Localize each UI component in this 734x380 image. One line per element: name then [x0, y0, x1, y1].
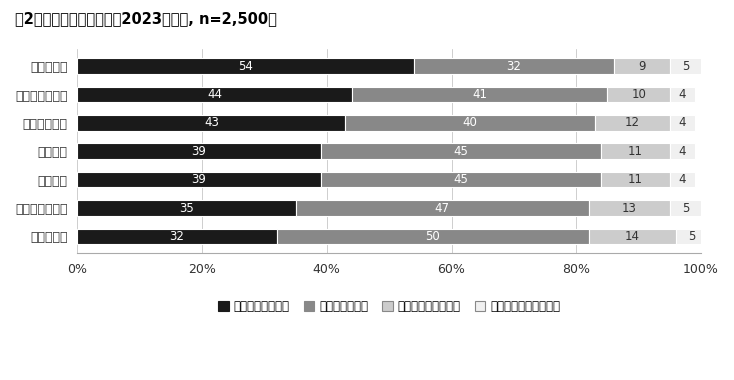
Text: 4: 4 [679, 116, 686, 130]
Bar [77, 200, 296, 216]
Text: 43: 43 [204, 116, 219, 130]
Text: 44: 44 [207, 88, 222, 101]
Text: 32: 32 [506, 60, 521, 73]
Bar [608, 87, 670, 102]
Text: 32: 32 [170, 230, 184, 243]
Text: 11: 11 [628, 173, 643, 186]
Bar [589, 228, 676, 244]
Bar [77, 87, 352, 102]
Bar [296, 200, 589, 216]
Bar [414, 59, 614, 74]
Bar [321, 144, 601, 159]
Bar [670, 200, 701, 216]
Bar [614, 59, 670, 74]
Bar [670, 87, 695, 102]
Bar [277, 228, 589, 244]
Bar [321, 172, 601, 187]
Text: 45: 45 [454, 145, 468, 158]
Text: 13: 13 [622, 201, 637, 214]
Bar [77, 59, 414, 74]
Bar [676, 228, 708, 244]
Text: 5: 5 [682, 60, 689, 73]
Text: 12: 12 [625, 116, 640, 130]
Text: 50: 50 [426, 230, 440, 243]
Bar [595, 115, 670, 131]
Bar [670, 59, 701, 74]
Bar [670, 115, 695, 131]
Text: 39: 39 [192, 145, 206, 158]
Text: 4: 4 [679, 145, 686, 158]
Text: 4: 4 [679, 173, 686, 186]
Text: 図2　環境問題の重大性（2023年調査, n=2,500）: 図2 環境問題の重大性（2023年調査, n=2,500） [15, 11, 277, 26]
Text: 40: 40 [463, 116, 478, 130]
Text: 11: 11 [628, 145, 643, 158]
Bar [670, 172, 695, 187]
Bar [77, 228, 277, 244]
Legend: 非常に重大である, やや重大である, あまり重大ではない, まったく重大ではない: 非常に重大である, やや重大である, あまり重大ではない, まったく重大ではない [218, 300, 560, 313]
Bar [346, 115, 595, 131]
Bar [77, 172, 321, 187]
Bar [670, 144, 695, 159]
Bar [601, 172, 670, 187]
Text: 41: 41 [472, 88, 487, 101]
Bar [77, 144, 321, 159]
Text: 5: 5 [688, 230, 695, 243]
Bar [352, 87, 608, 102]
Text: 35: 35 [179, 201, 194, 214]
Text: 47: 47 [435, 201, 450, 214]
Text: 54: 54 [239, 60, 253, 73]
Text: 14: 14 [625, 230, 640, 243]
Text: 45: 45 [454, 173, 468, 186]
Bar [601, 144, 670, 159]
Bar [589, 200, 670, 216]
Text: 9: 9 [638, 60, 645, 73]
Text: 5: 5 [682, 201, 689, 214]
Text: 4: 4 [679, 88, 686, 101]
Bar [77, 115, 346, 131]
Text: 39: 39 [192, 173, 206, 186]
Text: 10: 10 [631, 88, 646, 101]
